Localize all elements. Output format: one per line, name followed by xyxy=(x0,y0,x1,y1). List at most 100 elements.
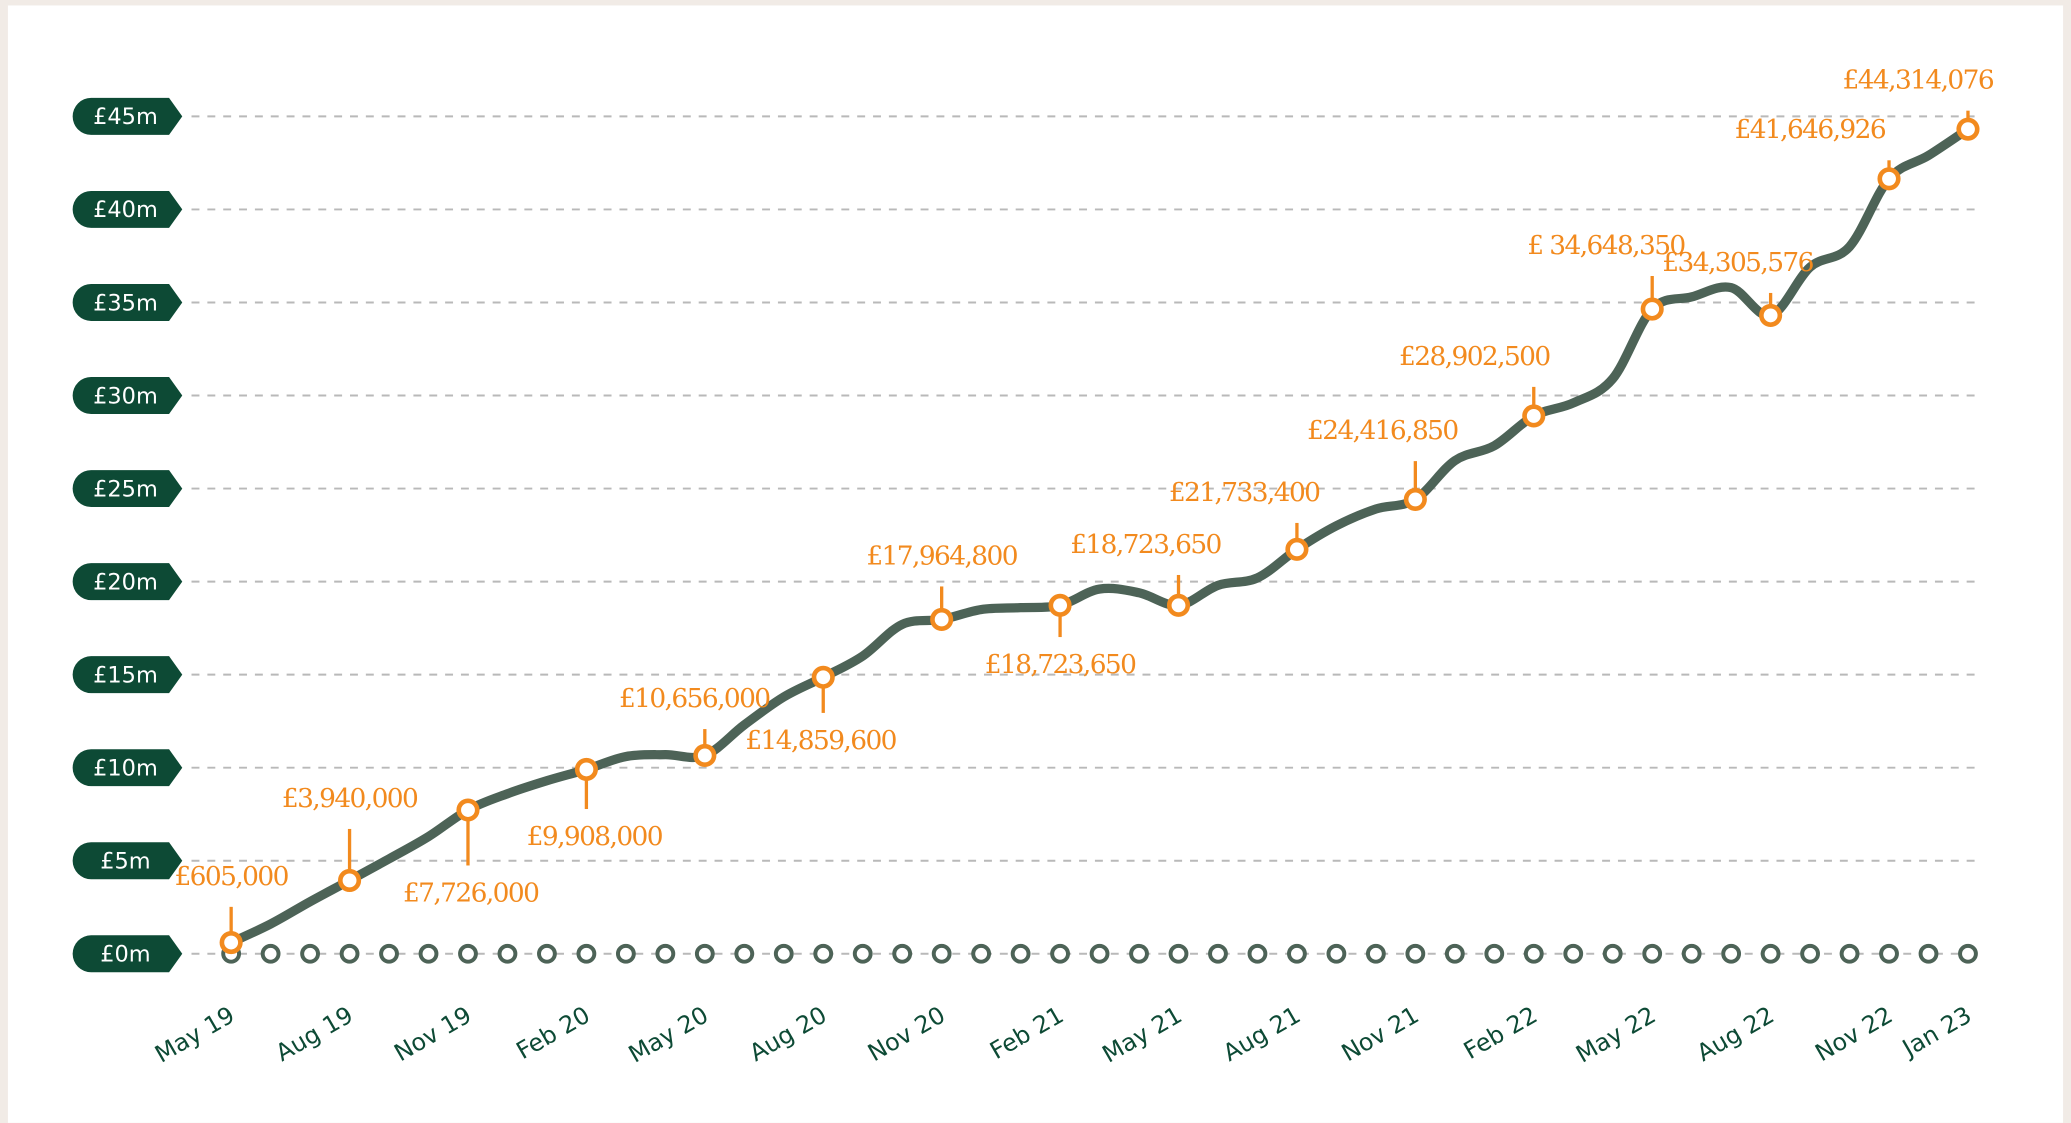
x-tick-mark xyxy=(1918,943,1939,964)
x-tick-mark xyxy=(734,943,755,964)
y-tick-label: £5m xyxy=(100,849,150,875)
line xyxy=(226,124,1973,948)
x-tick-mark xyxy=(852,943,873,964)
y-tick-pill xyxy=(72,563,183,601)
marker xyxy=(1285,537,1309,561)
marker xyxy=(219,930,243,955)
marker xyxy=(1956,117,1980,141)
value-label: £10,656,000 xyxy=(619,683,770,714)
x-tick-mark xyxy=(1681,943,1702,964)
value-label: £44,314,076 xyxy=(1843,65,1994,96)
value-label: £605,000 xyxy=(174,861,288,892)
marker xyxy=(574,757,598,781)
x-tick-mark xyxy=(1010,943,1031,964)
x-tick-mark xyxy=(1405,943,1426,964)
x-tick-mark xyxy=(1958,943,1978,964)
marker xyxy=(1759,303,1783,327)
x-tick-mark xyxy=(971,943,992,964)
x-tick-mark xyxy=(1800,943,1820,964)
y-tick-label: £40m xyxy=(93,197,158,223)
marker xyxy=(1877,167,1901,191)
y-tick-label: £25m xyxy=(93,476,158,502)
value-label: £24,416,850 xyxy=(1307,415,1458,446)
marker xyxy=(1166,593,1191,617)
value-label: £21,733,400 xyxy=(1169,477,1320,508)
x-tick-mark xyxy=(260,943,281,964)
x-tick-mark xyxy=(1208,943,1228,964)
y-tick-label: £0m xyxy=(100,942,150,968)
y-tick-label: £20m xyxy=(93,569,158,595)
marker xyxy=(1640,297,1664,321)
x-tick-mark xyxy=(576,943,597,964)
y-tick-label: £45m xyxy=(93,104,158,130)
x-tick-mark xyxy=(1129,943,1149,964)
x-tick-mark xyxy=(931,943,952,964)
chart-background xyxy=(7,5,2064,1123)
x-tick-mark xyxy=(1642,943,1663,964)
x-tick-mark xyxy=(1523,943,1544,964)
marker xyxy=(1522,404,1546,428)
x-tick-mark xyxy=(300,943,320,964)
value-label: £3,940,000 xyxy=(282,783,418,814)
x-tick-mark xyxy=(1168,943,1189,964)
x-tick-mark xyxy=(813,943,834,964)
value-label: £7,726,000 xyxy=(403,878,539,909)
x-tick-mark xyxy=(418,943,439,964)
y-tick-label: £30m xyxy=(93,383,158,409)
value-label: £17,964,800 xyxy=(866,540,1017,571)
marker xyxy=(1048,593,1072,617)
x-tick-mark xyxy=(458,943,478,964)
value-label: £14,859,600 xyxy=(745,725,896,756)
x-tick-mark xyxy=(339,943,360,964)
x-tick-mark xyxy=(1365,943,1386,964)
x-tick-mark xyxy=(694,943,715,964)
y-tick-pill xyxy=(72,97,183,135)
value-label: £9,908,000 xyxy=(527,821,663,852)
marker xyxy=(338,868,362,893)
y-tick-pill xyxy=(72,749,183,787)
x-tick-mark xyxy=(497,943,518,964)
x-tick-mark xyxy=(1602,943,1623,964)
x-tick-mark xyxy=(1287,943,1307,964)
value-label: £18,723,650 xyxy=(985,649,1136,680)
marker xyxy=(811,665,835,689)
value-label: £34,305,576 xyxy=(1662,247,1813,278)
y-tick-pill xyxy=(72,283,183,321)
y-tick-pill xyxy=(72,935,183,973)
x-tick-mark xyxy=(1089,943,1110,964)
value-label: £41,646,926 xyxy=(1735,114,1886,145)
y-tick-pill xyxy=(72,842,183,880)
x-tick-mark xyxy=(1839,943,1860,964)
y-tick-pill xyxy=(72,470,183,508)
y-tick-pill xyxy=(72,190,183,228)
x-tick-mark xyxy=(892,943,913,964)
marker xyxy=(930,607,954,632)
marker xyxy=(693,743,717,768)
x-tick-mark xyxy=(1247,943,1268,964)
value-label: £ 34,648,350 xyxy=(1527,230,1685,261)
x-tick-mark xyxy=(1444,943,1465,964)
y-tick-label: £35m xyxy=(93,290,158,316)
x-tick-mark xyxy=(1760,943,1781,964)
marker xyxy=(456,798,480,822)
x-tick-mark xyxy=(1050,943,1070,964)
x-tick-mark xyxy=(379,943,399,964)
x-tick-mark xyxy=(655,943,676,964)
value-label: £18,723,650 xyxy=(1070,529,1221,560)
x-tick-mark xyxy=(615,943,636,964)
y-tick-pill xyxy=(72,656,183,694)
y-tick-pill xyxy=(72,377,183,415)
marker xyxy=(1403,487,1427,511)
x-tick-mark xyxy=(1563,943,1584,964)
x-tick-mark xyxy=(537,943,557,964)
y-tick-label: £15m xyxy=(93,662,158,688)
x-tick-mark xyxy=(1326,943,1347,964)
x-tick-mark xyxy=(1484,943,1505,964)
y-tick-label: £10m xyxy=(93,756,158,782)
x-tick-mark xyxy=(1721,943,1742,964)
x-tick-mark xyxy=(773,943,794,964)
value-label: £28,902,500 xyxy=(1399,341,1550,372)
x-tick-mark xyxy=(1879,943,1899,964)
